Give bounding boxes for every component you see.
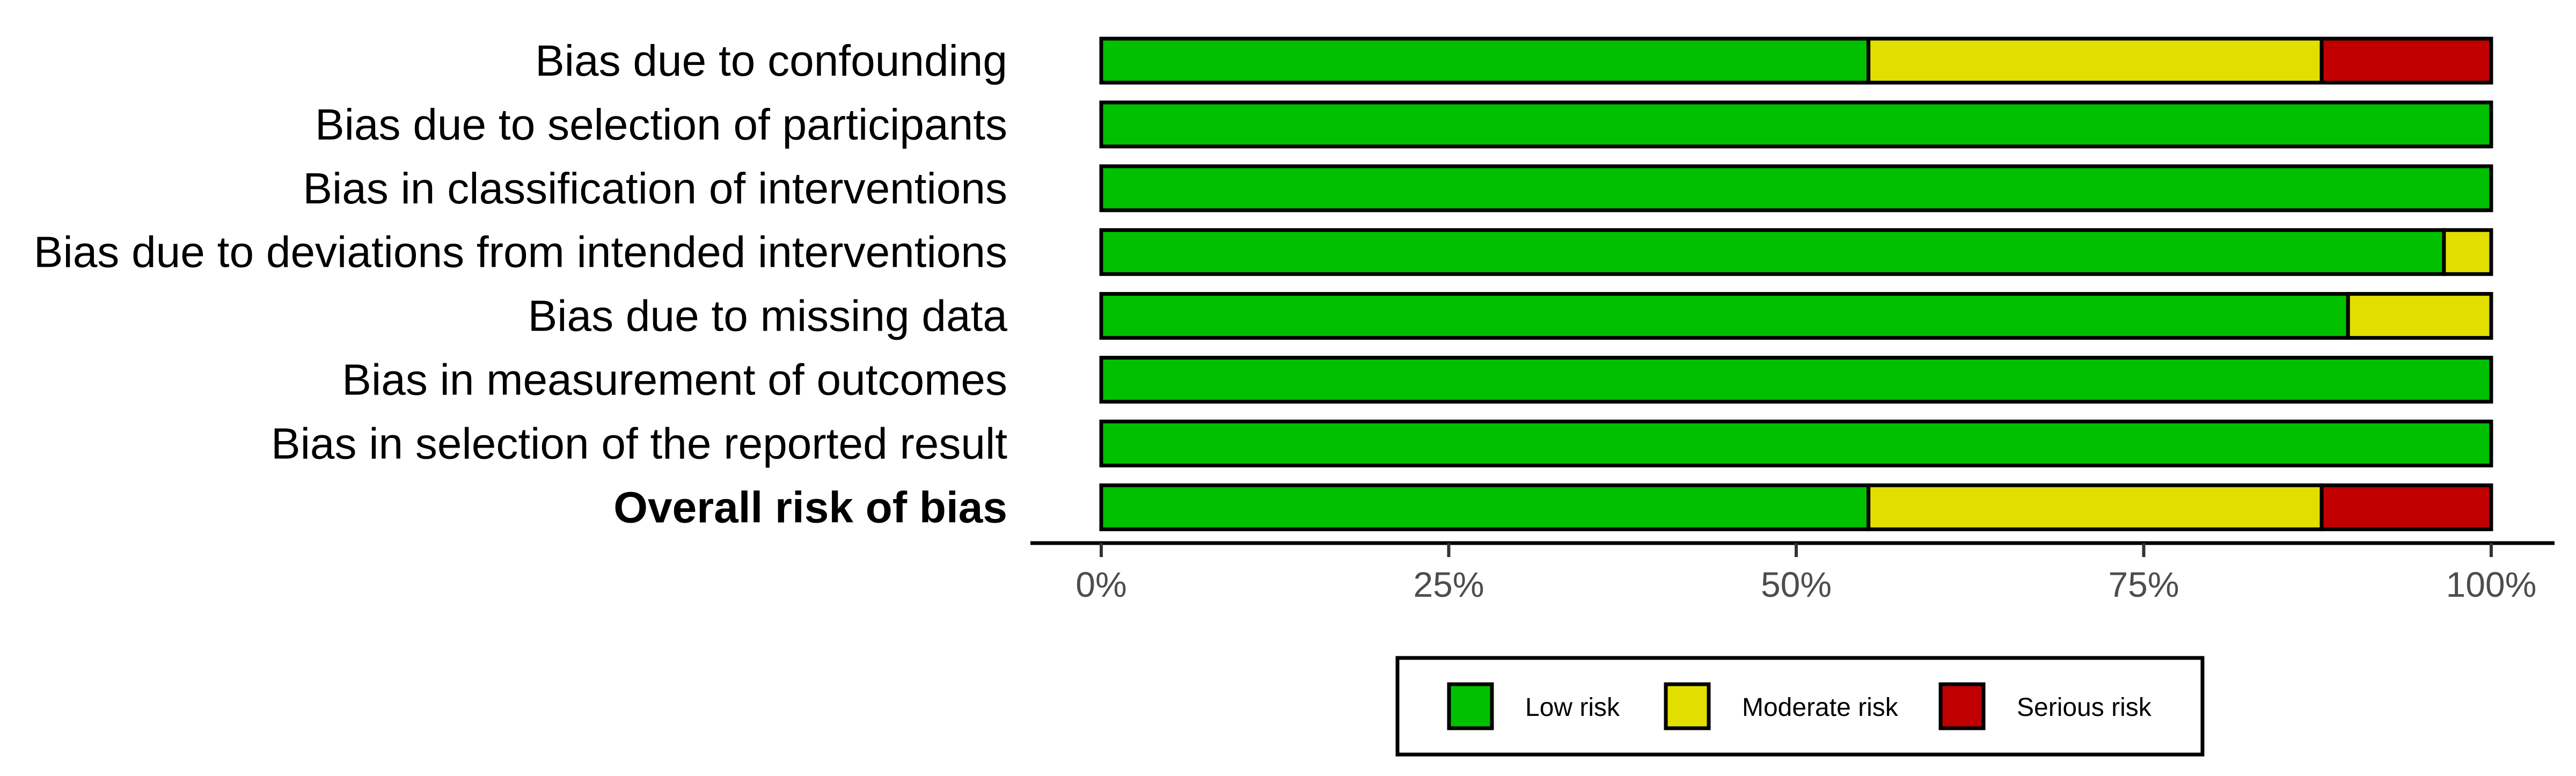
x-tick-label: 50%: [1761, 565, 1832, 604]
bar-segment-low-risk: [1099, 483, 1871, 531]
legend-key-serious-risk: [1938, 682, 1986, 730]
bar-segment-moderate-risk: [1867, 36, 2324, 85]
category-label: Bias due to confounding: [535, 36, 1007, 85]
legend-label-low-risk: Low risk: [1525, 693, 1620, 722]
x-tick-label: 0%: [1075, 565, 1126, 604]
category-label: Overall risk of bias: [613, 483, 1007, 532]
category-label: Bias in measurement of outcomes: [342, 356, 1007, 405]
category-label: Bias in classification of interventions: [303, 164, 1007, 213]
legend-label-moderate-risk: Moderate risk: [1742, 693, 1899, 722]
bar-segment-low-risk: [1099, 356, 2493, 404]
legend-label-serious-risk: Serious risk: [2017, 693, 2152, 722]
bar-segment-moderate-risk: [2346, 292, 2493, 340]
bar-segment-low-risk: [1099, 292, 2350, 340]
category-label: Bias due to missing data: [528, 292, 1008, 341]
bar-segment-low-risk: [1099, 100, 2493, 149]
x-tick-label: 100%: [2446, 565, 2537, 604]
bar-segment-moderate-risk: [2442, 228, 2493, 276]
x-tick-label: 75%: [2108, 565, 2179, 604]
category-labels: Bias due to confounding Bias due to selec…: [34, 36, 1008, 532]
bar-segment-moderate-risk: [1867, 483, 2324, 531]
bar-segment-low-risk: [1099, 36, 1871, 85]
x-tick-label: 25%: [1413, 565, 1484, 604]
bar-segment-serious-risk: [2319, 483, 2493, 531]
bar-segment-serious-risk: [2319, 36, 2493, 85]
category-label: Bias in selection of the reported result: [271, 419, 1007, 468]
category-label: Bias due to deviations from intended int…: [34, 228, 1007, 277]
category-label: Bias due to selection of participants: [315, 100, 1007, 149]
legend-key-low-risk: [1447, 682, 1494, 730]
bar-segment-low-risk: [1099, 228, 2446, 276]
x-axis-ticks: 0% 25% 50% 75% 100%: [1075, 543, 2536, 604]
legend-key-moderate-risk: [1664, 682, 1711, 730]
legend-box: [1395, 656, 2205, 757]
legend: Low risk Moderate risk Serious risk: [1395, 656, 2205, 757]
bar-segment-low-risk: [1099, 164, 2493, 213]
bar-segment-low-risk: [1099, 419, 2493, 467]
bars-group: [1099, 36, 2493, 531]
